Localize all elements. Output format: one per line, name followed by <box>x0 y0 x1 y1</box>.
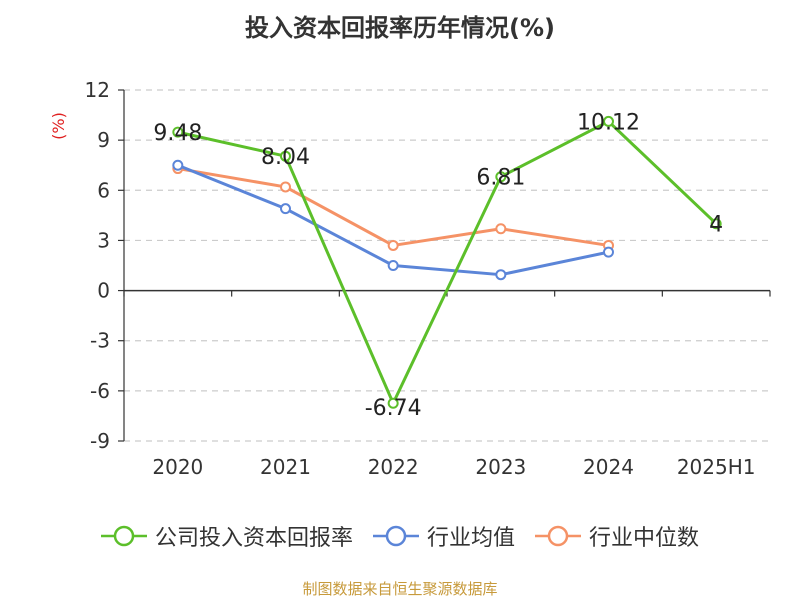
data-label: 10.12 <box>577 110 640 135</box>
y-tick-label: 9 <box>97 128 110 152</box>
y-tick-label: -9 <box>90 429 110 453</box>
data-point <box>172 159 184 171</box>
data-label: 8.04 <box>261 145 310 170</box>
y-tick-label: 0 <box>97 279 110 303</box>
x-tick-label: 2024 <box>583 455 634 479</box>
y-tick-label: -6 <box>90 379 110 403</box>
data-label: 4 <box>709 213 723 238</box>
x-tick-label: 2025H1 <box>677 455 756 479</box>
data-point <box>603 246 614 258</box>
data-point <box>495 171 507 183</box>
series-line-2 <box>177 167 609 247</box>
legend-marker-industry-median <box>535 525 581 547</box>
x-tick-label: 2022 <box>368 455 419 479</box>
legend-item-industry-mean[interactable]: 行业均值 <box>372 520 515 552</box>
data-point <box>495 223 507 235</box>
legend-marker-industry-mean <box>372 525 419 547</box>
data-point <box>280 150 291 162</box>
x-tick-label: 2021 <box>260 455 311 479</box>
legend-item-industry-median[interactable]: 行业中位数 <box>535 520 699 552</box>
source-note: 制图数据来自恒生聚源数据库 <box>302 580 498 598</box>
data-point <box>387 239 399 251</box>
x-tick-label: 2023 <box>475 455 526 479</box>
y-tick-label: -3 <box>90 329 110 353</box>
legend-label-industry-median: 行业中位数 <box>589 526 700 551</box>
data-point <box>172 126 184 138</box>
data-label: 6.81 <box>476 166 525 191</box>
data-point <box>495 269 507 281</box>
y-tick-label: 12 <box>85 78 110 102</box>
data-label: 9.48 <box>153 121 202 146</box>
x-tick-label: 2020 <box>152 455 203 479</box>
data-point <box>280 181 291 193</box>
data-point <box>387 397 399 409</box>
data-point <box>710 218 722 230</box>
legend: 公司投入资本回报率 行业均值 行业中位数 <box>0 520 800 552</box>
y-axis-label: (%) <box>49 112 68 140</box>
y-tick-label: 6 <box>97 178 110 202</box>
legend-label-company: 公司投入资本回报率 <box>154 526 353 551</box>
data-point <box>280 203 291 215</box>
legend-marker-company <box>100 525 147 547</box>
series-line-0 <box>177 119 718 405</box>
data-point <box>603 115 614 127</box>
data-label: -6.74 <box>365 396 422 421</box>
series-line-1 <box>177 163 609 277</box>
y-tick-label: 3 <box>97 228 110 252</box>
chart-title: 投入资本回报率历年情况(%) <box>245 14 555 42</box>
legend-item-company[interactable]: 公司投入资本回报率 <box>100 520 353 552</box>
legend-label-industry-mean: 行业均值 <box>426 526 515 551</box>
data-point <box>387 260 399 271</box>
